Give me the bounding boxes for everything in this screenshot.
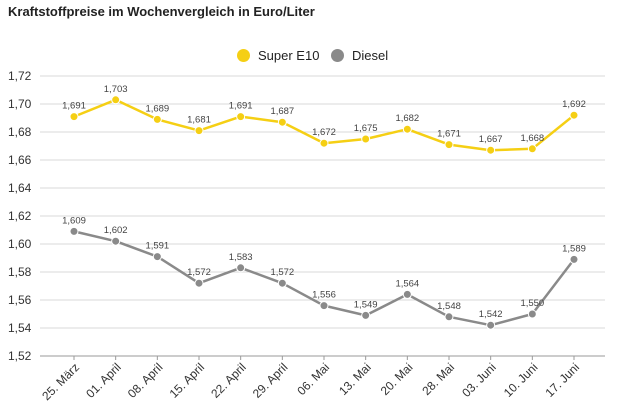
data-label-super-e10-10: 1,667 <box>479 134 503 145</box>
data-label-diesel-3: 1,572 <box>187 267 211 278</box>
data-point-diesel-10 <box>486 320 496 330</box>
x-tick-label-5: 29. April <box>250 360 291 401</box>
data-point-super-e10-1 <box>111 95 121 105</box>
chart-legend: Super E10 Diesel <box>0 48 630 70</box>
data-point-super-e10-7 <box>361 134 371 144</box>
data-label-diesel-5: 1,572 <box>270 267 294 278</box>
data-label-super-e10-1: 1,703 <box>104 84 128 95</box>
series-layer: 1,691 1,703 1,689 1,681 1,691 1,687 1,672 1,675… <box>62 84 586 330</box>
data-label-diesel-9: 1,548 <box>437 301 461 312</box>
x-tick-label-11: 10. Juni <box>501 360 541 400</box>
data-label-super-e10-2: 1,689 <box>145 103 169 114</box>
x-tick-label-7: 13. Mai <box>336 360 374 398</box>
data-label-super-e10-11: 1,668 <box>520 133 544 144</box>
data-point-super-e10-9 <box>444 140 454 150</box>
x-tick-label-10: 03. Juni <box>459 360 499 400</box>
data-label-super-e10-4: 1,691 <box>229 101 253 112</box>
data-label-super-e10-5: 1,687 <box>270 106 294 117</box>
legend-marker-diesel <box>331 49 344 62</box>
y-tick-label-3: 1,58 <box>8 265 32 279</box>
x-tick-label-2: 08. April <box>125 360 166 401</box>
data-label-diesel-6: 1,556 <box>312 290 336 301</box>
data-label-diesel-4: 1,583 <box>229 252 253 263</box>
data-point-diesel-8 <box>402 289 412 299</box>
x-tick-label-3: 15. April <box>167 360 208 401</box>
y-tick-label-1: 1,54 <box>8 321 32 335</box>
data-point-super-e10-11 <box>527 144 537 154</box>
data-label-diesel-2: 1,591 <box>145 241 169 252</box>
y-tick-label-7: 1,66 <box>8 153 32 167</box>
y-tick-label-5: 1,62 <box>8 209 32 223</box>
y-axis: 1,52 1,54 1,56 1,58 1,60 1,62 1,64 1,66 1,68 1,70… <box>8 69 32 363</box>
data-point-diesel-2 <box>152 252 162 262</box>
data-point-super-e10-0 <box>69 112 79 122</box>
data-point-diesel-3 <box>194 278 204 288</box>
legend-label-super-e10: Super E10 <box>258 48 320 63</box>
data-point-diesel-11 <box>527 309 537 319</box>
x-tick-label-12: 17. Juni <box>543 360 583 400</box>
y-tick-label-4: 1,60 <box>8 237 32 251</box>
data-point-diesel-4 <box>236 263 246 273</box>
y-tick-label-9: 1,70 <box>8 97 32 111</box>
data-label-super-e10-3: 1,681 <box>187 115 211 126</box>
data-point-diesel-9 <box>444 312 454 322</box>
legend-item-diesel: Diesel <box>331 48 388 63</box>
data-point-super-e10-8 <box>402 124 412 134</box>
legend-marker-super-e10 <box>237 49 250 62</box>
data-point-diesel-5 <box>277 278 287 288</box>
data-label-super-e10-9: 1,671 <box>437 129 461 140</box>
data-label-diesel-10: 1,542 <box>479 309 503 320</box>
data-point-diesel-0 <box>69 226 79 236</box>
data-point-super-e10-12 <box>569 110 579 120</box>
data-label-diesel-7: 1,549 <box>354 299 378 310</box>
chart-title: Kraftstoffpreise im Wochenvergleich in E… <box>8 4 315 19</box>
data-point-super-e10-3 <box>194 126 204 136</box>
x-tick-label-9: 28. Mai <box>419 360 457 398</box>
y-tick-label-8: 1,68 <box>8 125 32 139</box>
y-tick-label-6: 1,64 <box>8 181 32 195</box>
y-tick-label-10: 1,72 <box>8 69 32 83</box>
data-label-diesel-1: 1,602 <box>104 225 128 236</box>
data-point-super-e10-4 <box>236 112 246 122</box>
x-tick-label-8: 20. Mai <box>378 360 416 398</box>
series-super-e10: 1,691 1,703 1,689 1,681 1,691 1,687 1,672 1,675… <box>62 84 586 155</box>
data-label-diesel-8: 1,564 <box>395 278 419 289</box>
series-diesel: 1,609 1,602 1,591 1,572 1,583 1,572 1,556 1,549… <box>62 215 586 330</box>
data-point-super-e10-2 <box>152 114 162 124</box>
data-label-super-e10-8: 1,682 <box>395 113 419 124</box>
x-axis: 25. März 01. April 08. April 15. April 22. A… <box>39 355 605 403</box>
data-label-super-e10-6: 1,672 <box>312 127 336 138</box>
data-point-diesel-7 <box>361 310 371 320</box>
x-tick-label-0: 25. März <box>39 360 82 403</box>
data-point-super-e10-10 <box>486 145 496 155</box>
data-label-super-e10-0: 1,691 <box>62 101 86 112</box>
legend-item-super-e10: Super E10 <box>237 48 319 63</box>
x-tick-label-1: 01. April <box>83 360 124 401</box>
y-tick-label-2: 1,56 <box>8 293 32 307</box>
data-point-diesel-12 <box>569 254 579 264</box>
data-point-diesel-6 <box>319 301 329 311</box>
data-label-diesel-11: 1,550 <box>520 298 544 309</box>
data-label-diesel-12: 1,589 <box>562 243 586 254</box>
y-tick-label-0: 1,52 <box>8 349 32 363</box>
data-label-super-e10-12: 1,692 <box>562 99 586 110</box>
gridlines <box>40 75 605 357</box>
data-point-super-e10-6 <box>319 138 329 148</box>
x-tick-label-4: 22. April <box>208 360 249 401</box>
data-label-super-e10-7: 1,675 <box>354 123 378 134</box>
legend-label-diesel: Diesel <box>352 48 389 63</box>
data-label-diesel-0: 1,609 <box>62 215 86 226</box>
data-point-diesel-1 <box>111 236 121 246</box>
x-tick-label-6: 06. Mai <box>294 360 332 398</box>
data-point-super-e10-5 <box>277 117 287 127</box>
